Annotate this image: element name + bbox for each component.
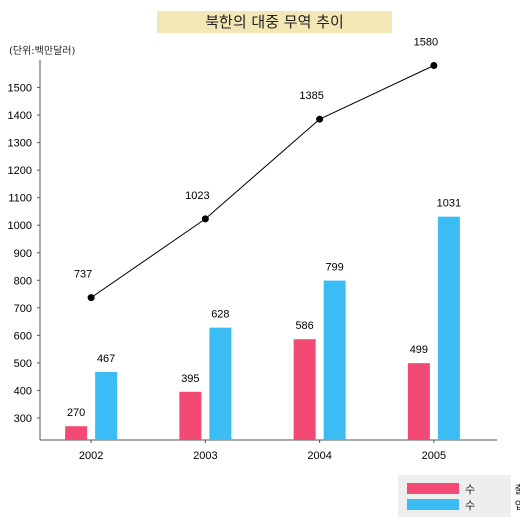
legend-swatch-export (407, 483, 459, 494)
bar-label-import: 1031 (437, 198, 461, 210)
bar-label-import: 799 (325, 262, 343, 274)
x-tick-label: 2004 (307, 450, 331, 462)
y-tick-label: 1300 (8, 138, 32, 150)
y-tick-label: 1000 (8, 220, 32, 232)
x-tick-label: 2003 (193, 450, 217, 462)
bar-export (179, 391, 202, 440)
trade-chart: 300 400 500 600 700 800 900 1000 1100 1200 1300 140… (8, 37, 497, 462)
bar-export (293, 339, 316, 440)
x-tick-label: 2002 (79, 450, 103, 462)
line-point-label: 737 (74, 269, 92, 281)
bar-label-export: 395 (181, 373, 199, 385)
bar-import (95, 371, 118, 440)
line-point (430, 62, 438, 70)
y-tick-label: 400 (14, 385, 32, 397)
bar-label-export: 586 (295, 320, 313, 332)
legend-swatch-import (407, 499, 459, 510)
legend-item-export: 수 출 (407, 483, 520, 496)
x-tick-label: 2005 (422, 450, 446, 462)
line-point-label: 1580 (414, 37, 438, 49)
y-tick-label: 1400 (8, 110, 32, 122)
line-point (201, 215, 209, 223)
legend: 수 출 수 입 (398, 475, 520, 517)
line-point (87, 294, 95, 302)
legend-label-import: 수 입 (465, 499, 520, 512)
y-tick-label: 800 (14, 275, 32, 287)
bar-import (209, 327, 232, 440)
y-tick-label: 1200 (8, 165, 32, 177)
line-point-label: 1023 (185, 190, 209, 202)
line-total (90, 65, 435, 299)
bar-import (323, 280, 346, 440)
bar-label-export: 270 (67, 407, 85, 419)
y-tick-label: 500 (14, 358, 32, 370)
bar-import (437, 216, 460, 440)
y-tick-label: 300 (14, 413, 32, 425)
bar-export (407, 363, 430, 440)
y-tick-label: 1100 (8, 193, 32, 205)
bar-label-import: 628 (211, 309, 229, 321)
chart-title: 북한의 대중 무역 추이 (157, 11, 392, 33)
y-tick-label: 900 (14, 248, 32, 260)
y-tick-label: 700 (14, 303, 32, 315)
y-tick-label: 1500 (8, 83, 32, 95)
y-tick-label: 600 (14, 330, 32, 342)
bar-export (65, 426, 88, 440)
bar-label-import: 467 (97, 353, 115, 365)
legend-label-export: 수 출 (465, 483, 520, 496)
line-point-label: 1385 (299, 90, 323, 102)
unit-label: (단위:백만달러) (9, 46, 76, 57)
legend-item-import: 수 입 (407, 499, 520, 512)
bar-label-export: 499 (410, 344, 428, 356)
line-point (316, 115, 324, 123)
